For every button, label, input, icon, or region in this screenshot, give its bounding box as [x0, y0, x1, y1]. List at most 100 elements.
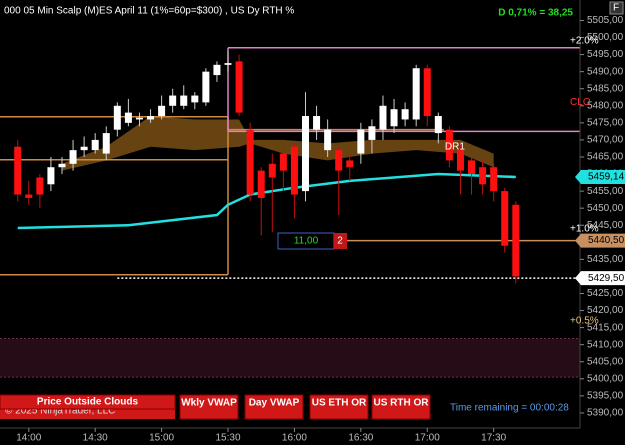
chart-title: 000 05 Min Scalp (M)ES April 11 (1%=60p=… [4, 6, 294, 17]
candle-body [36, 177, 44, 195]
y-tick-label: 5455,00 [587, 186, 624, 197]
price-box [575, 169, 625, 184]
x-tick-label: 17:30 [481, 433, 506, 444]
candle-body [25, 194, 33, 198]
y-tick-label: 5445,00 [587, 220, 624, 231]
candle-body [246, 129, 254, 195]
corner-label[interactable]: F [613, 3, 619, 14]
x-tick-label: 14:30 [83, 433, 108, 444]
candle-body [80, 146, 88, 151]
candle-body [468, 160, 476, 175]
candle-body [313, 116, 321, 130]
annotation: CLO [570, 97, 591, 108]
y-tick-label: 5425,00 [587, 288, 624, 299]
candle-body [102, 133, 110, 154]
x-tick-label: 14:00 [16, 433, 41, 444]
candle-body [401, 109, 409, 120]
candle-body [235, 61, 243, 113]
y-tick-label: 5490,00 [587, 66, 624, 77]
button[interactable] [309, 394, 369, 420]
x-tick-label: 16:00 [282, 433, 307, 444]
copyright: © 2025 NinjaTrader, LLC [5, 406, 115, 417]
candle-body [191, 95, 199, 103]
candle-body [14, 146, 22, 195]
candle-body [479, 167, 487, 185]
candle-body [47, 167, 55, 185]
candle-body [390, 109, 398, 127]
candle-body [501, 191, 509, 246]
candle-body [268, 163, 276, 178]
candle-body [456, 150, 464, 171]
candle-body [202, 71, 210, 103]
candle-body [135, 117, 143, 120]
y-tick-label: 5450,00 [587, 203, 624, 214]
candle-body [423, 68, 431, 117]
candle-body [335, 150, 343, 171]
y-tick-label: 5465,00 [587, 152, 624, 163]
y-tick-label: 5400,00 [587, 373, 624, 384]
x-tick-label: 15:30 [215, 433, 240, 444]
candle-body [434, 116, 442, 134]
annotation: DR1 [445, 141, 465, 152]
candle-body [58, 163, 66, 168]
x-tick-label: 17:00 [415, 433, 440, 444]
candle-body [412, 68, 420, 120]
y-tick-label: 5475,00 [587, 117, 624, 128]
price-box-label: 5459,14 [588, 172, 625, 183]
candle-body [213, 64, 221, 76]
button-label[interactable]: Price Outside Clouds [37, 397, 139, 408]
button-label[interactable]: US ETH OR [312, 398, 367, 409]
annotation: +0.5% [570, 315, 599, 326]
cloud [61, 116, 494, 171]
candle-body [290, 146, 298, 195]
candle-body [257, 170, 265, 198]
price-box-label: 5440,50 [588, 235, 625, 246]
button[interactable] [179, 394, 239, 420]
change-label: D 0,71% = 38,25 [498, 8, 573, 19]
candle-body [169, 95, 177, 106]
y-tick-label: 5390,00 [587, 408, 624, 419]
y-tick-label: 5485,00 [587, 83, 624, 94]
candle-body [147, 116, 155, 120]
candle-body [512, 204, 520, 277]
button-label[interactable]: US RTH OR [374, 398, 430, 409]
y-tick-label: 5500,00 [587, 32, 624, 43]
button-label[interactable]: Day VWAP [249, 398, 300, 409]
order-quantity[interactable]: 11,00 [294, 236, 319, 247]
x-tick-label: 15:00 [149, 433, 174, 444]
candle-body [379, 105, 387, 130]
candle-body [357, 129, 365, 154]
price-box-label: 5429,50 [588, 273, 625, 284]
candle-body [324, 129, 332, 151]
order-count-box[interactable] [334, 233, 347, 249]
plot-area [0, 47, 580, 378]
y-tick-label: 5505,00 [587, 15, 624, 26]
candle-body [91, 139, 99, 151]
candle-body [180, 95, 188, 106]
candle-body [124, 112, 132, 123]
y-tick-label: 5495,00 [587, 49, 624, 60]
button[interactable] [371, 394, 431, 420]
candle-body [279, 153, 287, 171]
y-tick-label: 5420,00 [587, 305, 624, 316]
y-tick-label: 5470,00 [587, 135, 624, 146]
annotation: +1.0% [570, 223, 599, 234]
price-box [575, 271, 625, 286]
annotation: +2.0% [570, 36, 599, 47]
candle-body [69, 150, 77, 164]
button[interactable] [244, 394, 304, 420]
corner-box[interactable] [609, 1, 624, 15]
button[interactable] [0, 394, 176, 410]
zone [0, 338, 580, 378]
candle-body [445, 129, 453, 161]
x-tick-label: 16:30 [348, 433, 373, 444]
y-tick-label: 5410,00 [587, 339, 624, 350]
timer: Time remaining = 00:00:28 [450, 403, 569, 414]
button-label[interactable]: Wkly VWAP [181, 398, 237, 409]
y-tick-label: 5435,00 [587, 254, 624, 265]
order-count[interactable]: 2 [337, 236, 343, 247]
candle-body [224, 63, 232, 65]
price-box [575, 233, 625, 248]
